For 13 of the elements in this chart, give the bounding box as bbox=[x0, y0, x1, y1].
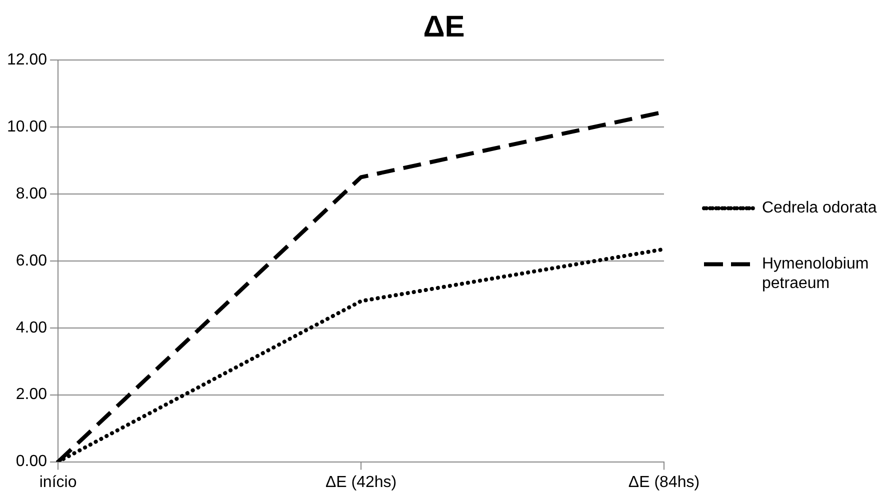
y-tick-label: 12.00 bbox=[6, 51, 48, 68]
y-tick-label: 4.00 bbox=[16, 319, 48, 336]
y-tick-label: 10.00 bbox=[6, 118, 48, 136]
y-tick-label: 0.00 bbox=[16, 453, 48, 470]
x-tick-label: ΔE (84hs) bbox=[628, 474, 700, 491]
x-tick-label: ΔE (42hs) bbox=[325, 474, 397, 491]
y-tick-label: 8.00 bbox=[16, 185, 48, 202]
legend-label: Cedrela odorata bbox=[762, 200, 877, 217]
y-tick-label: 6.00 bbox=[16, 252, 48, 270]
chart-title: ΔE bbox=[423, 10, 465, 44]
y-tick-label: 2.00 bbox=[16, 386, 48, 404]
legend-label: Hymenolobium petraeum bbox=[762, 256, 869, 292]
x-tick-label: início bbox=[39, 474, 77, 491]
